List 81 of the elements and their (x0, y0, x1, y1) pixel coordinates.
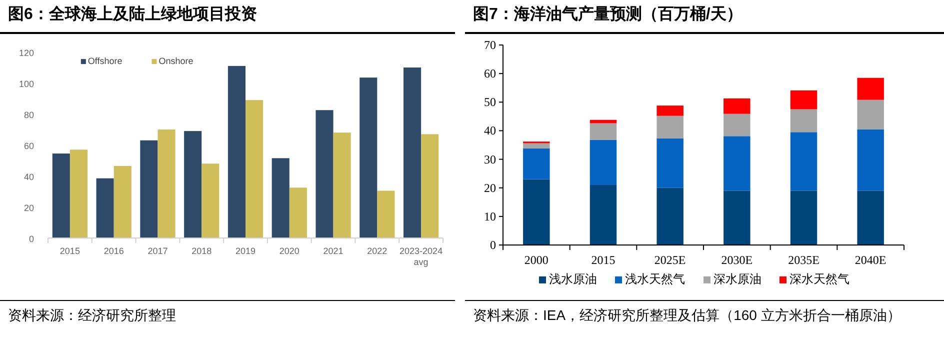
y-tick-label: 50 (484, 95, 496, 110)
bar (202, 164, 220, 238)
legend-label: Offshore (88, 56, 122, 66)
y-tick-label: 20 (484, 180, 496, 195)
legend-label: 浅水原油 (549, 272, 597, 286)
x-tick-label: 2030E (721, 253, 753, 267)
x-tick-label: 2035E (788, 253, 820, 267)
bar (246, 100, 264, 238)
bar (857, 100, 884, 130)
x-tick-label: 2023-2024 avg (400, 246, 443, 267)
x-tick-label: 2021 (323, 246, 344, 256)
bar (590, 120, 617, 124)
x-tick-label: 2018 (192, 246, 212, 256)
x-tick-label: 2019 (235, 246, 256, 256)
bar (724, 114, 750, 136)
bar (724, 136, 750, 191)
y-tick-label: 0 (28, 234, 34, 244)
bar (656, 116, 684, 138)
text: 资料来源：经济研究所整理 (8, 306, 177, 324)
x-tick-label: 2040E (854, 253, 886, 267)
legend-label: 浅水天然气 (625, 272, 685, 286)
bar (523, 148, 550, 180)
bar (272, 158, 290, 238)
bar (523, 143, 550, 148)
x-tick-label: 2017 (148, 246, 168, 256)
bar (656, 188, 684, 245)
bar (724, 98, 750, 114)
bar (656, 138, 684, 188)
y-tick-label: 80 (24, 110, 34, 120)
bar (377, 190, 395, 238)
bar (790, 190, 818, 245)
legend-label: Onshore (158, 56, 194, 66)
x-tick-label: 2016 (104, 246, 124, 256)
bar (228, 66, 246, 238)
y-tick-label: 40 (484, 124, 496, 138)
bar (140, 140, 158, 238)
legend-label: 深水天然气 (790, 272, 850, 286)
bar (590, 140, 617, 185)
bar (404, 68, 422, 238)
bar (360, 78, 378, 238)
bar (790, 90, 818, 110)
bar (158, 130, 176, 238)
x-tick-label: 2025E (654, 253, 686, 267)
bar (523, 179, 550, 245)
x-tick-label: 2015 (591, 253, 616, 267)
bar (52, 154, 70, 238)
bar (70, 150, 88, 238)
bar (790, 132, 818, 191)
bar (114, 166, 132, 238)
text: 资料来源：IEA，经济研究所整理及估算（160 立方米折合一桶原油） (473, 306, 902, 324)
y-tick-label: 40 (24, 172, 34, 182)
y-tick-label: 0 (490, 238, 496, 252)
bar (421, 134, 439, 238)
bar (857, 78, 884, 100)
bar (289, 188, 307, 238)
legend-label: 深水原油 (714, 272, 762, 286)
bar (857, 190, 884, 245)
chart-title: 图6：全球海上及陆上绿地项目投资 (8, 4, 257, 25)
bar (857, 129, 884, 191)
y-tick-label: 120 (18, 48, 34, 58)
x-tick-label: 2020 (279, 246, 300, 256)
bar (724, 190, 750, 245)
bar (184, 131, 202, 238)
y-tick-label: 100 (18, 79, 34, 89)
y-tick-label: 60 (24, 141, 34, 151)
bar (590, 123, 617, 140)
x-tick-label: 2022 (367, 246, 388, 256)
x-tick-label: 2015 (60, 246, 80, 256)
y-tick-label: 60 (484, 66, 496, 81)
y-tick-label: 10 (484, 209, 496, 224)
y-tick-label: 20 (24, 203, 34, 213)
bar (96, 178, 114, 238)
chart-title: 图7：海洋油气产量预测（百万桶/天） (473, 4, 742, 25)
x-tick-label: 2000 (524, 253, 548, 267)
bar (333, 132, 351, 238)
bar (790, 109, 818, 132)
y-tick-label: 70 (484, 38, 496, 52)
bar (590, 185, 617, 245)
bar (316, 110, 334, 238)
y-tick-label: 30 (484, 152, 496, 166)
bar (656, 106, 684, 116)
